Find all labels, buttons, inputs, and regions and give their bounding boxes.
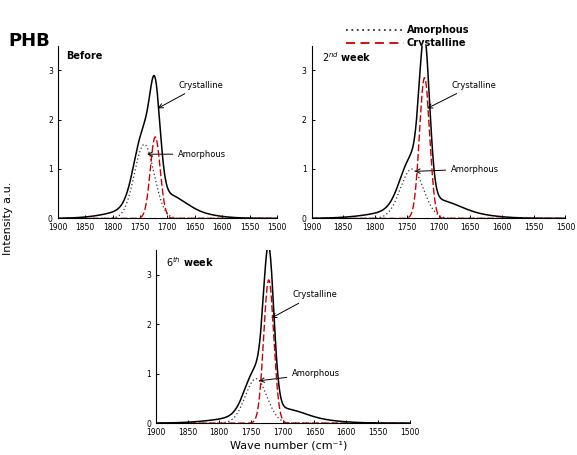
Text: Amorphous: Amorphous: [148, 150, 226, 159]
Text: Crystalline: Crystalline: [159, 81, 223, 108]
Text: $6^{th}$ week: $6^{th}$ week: [166, 255, 214, 269]
Text: Amorphous: Amorphous: [260, 369, 340, 382]
Text: $2^{nd}$ week: $2^{nd}$ week: [322, 51, 372, 65]
Text: Amorphous: Amorphous: [407, 25, 469, 35]
Text: Intensity a.u.: Intensity a.u.: [3, 182, 13, 255]
Text: Wave number (cm⁻¹): Wave number (cm⁻¹): [230, 440, 347, 450]
Text: Crystalline: Crystalline: [428, 81, 496, 108]
Text: Crystalline: Crystalline: [272, 290, 337, 318]
Text: PHB: PHB: [9, 32, 50, 50]
Text: Before: Before: [66, 51, 103, 61]
Text: Amorphous: Amorphous: [415, 165, 499, 173]
Text: Crystalline: Crystalline: [407, 38, 466, 48]
